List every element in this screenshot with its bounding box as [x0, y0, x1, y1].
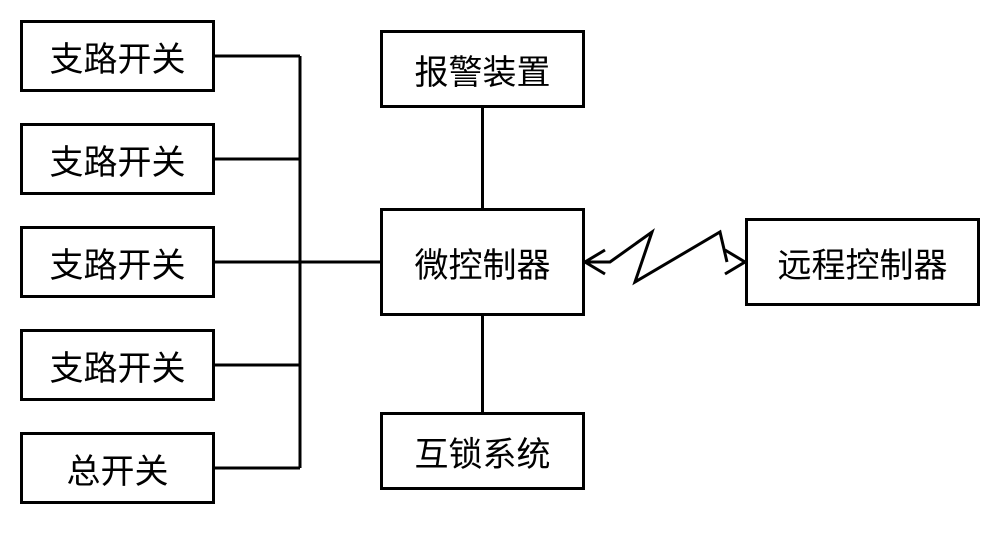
node-label: 支路开关 [50, 238, 186, 287]
node-label: 支路开关 [50, 32, 186, 81]
node-main_switch: 总开关 [20, 432, 215, 504]
node-label: 远程控制器 [778, 238, 948, 287]
node-mcu: 微控制器 [380, 208, 585, 316]
node-label: 微控制器 [415, 238, 551, 287]
node-interlock: 互锁系统 [380, 412, 585, 490]
node-branch_switch_3: 支路开关 [20, 226, 215, 298]
node-label: 总开关 [67, 444, 169, 493]
node-remote: 远程控制器 [745, 218, 980, 306]
node-branch_switch_2: 支路开关 [20, 123, 215, 195]
node-label: 报警装置 [415, 45, 551, 94]
node-label: 互锁系统 [415, 427, 551, 476]
node-branch_switch_4: 支路开关 [20, 329, 215, 401]
node-label: 支路开关 [50, 135, 186, 184]
node-alarm: 报警装置 [380, 30, 585, 108]
diagram-canvas: 支路开关支路开关支路开关支路开关总开关报警装置微控制器互锁系统远程控制器 [0, 0, 1000, 549]
node-branch_switch_1: 支路开关 [20, 20, 215, 92]
node-label: 支路开关 [50, 341, 186, 390]
